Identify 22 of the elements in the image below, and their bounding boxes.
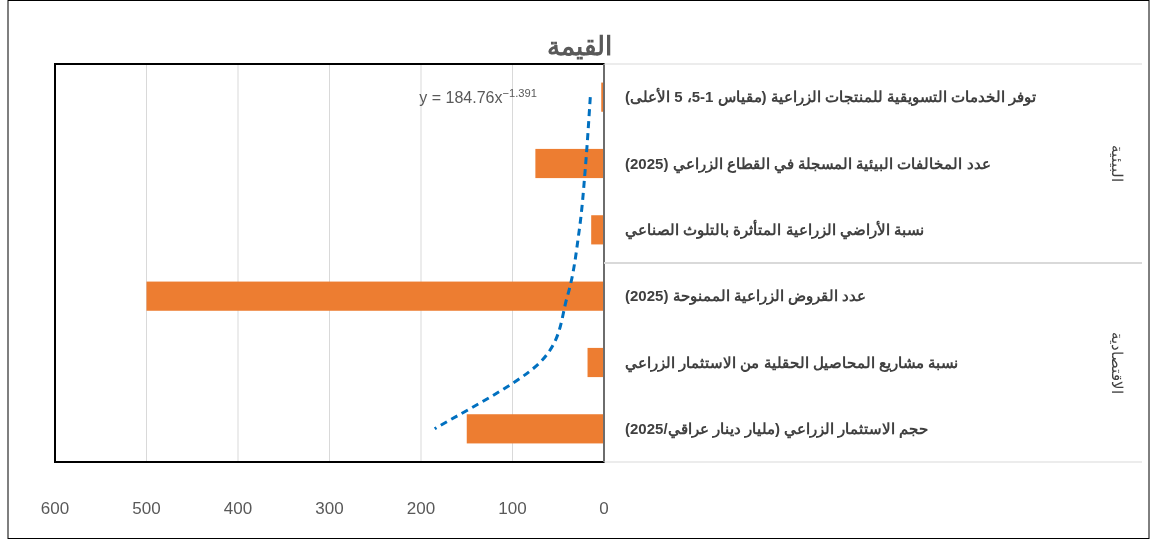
y-tick-label: عدد القروض الزراعية الممنوحة (2025) (625, 287, 867, 306)
x-tick-label: 500 (132, 499, 161, 518)
y-tick-label: نسبة الأراضي الزراعية المتأثرة بالتلوث الصناعي (625, 218, 924, 240)
bar (146, 281, 604, 311)
x-tick-label: 200 (406, 499, 436, 518)
y-tick-label: عدد المخالفات البيئية المسجلة في القطاع الزراعي (2025) (625, 154, 991, 174)
x-tick-label: 600 (40, 499, 70, 518)
bar (466, 414, 604, 444)
text: البيئية (1109, 145, 1126, 182)
chart-title: القيمة (547, 31, 612, 61)
annotation: y = 184.76x$^{−1.391}$ (419, 87, 537, 107)
x-tick-label: 300 (315, 499, 344, 518)
y-tick-label: نسبة مشاريع المحاصيل الحقلية من الاستثمار الزراعي (625, 353, 959, 373)
x-tick-label: 100 (498, 499, 527, 518)
bar (535, 148, 604, 179)
y-tick-label: توفر الخدمات التسويقية للمنتجات الزراعية (مقياس 1-5، 5 الأعلى) (625, 87, 1037, 107)
bar (591, 215, 604, 245)
bar (587, 347, 604, 378)
text: الاقتصادية (1109, 331, 1126, 394)
x-tick-label: 400 (223, 499, 253, 518)
y-tick-label: حجم الاستثمار الزراعي (مليار دينار عراقي/2025) (625, 419, 929, 439)
x-tick-label: 0 (599, 499, 609, 518)
